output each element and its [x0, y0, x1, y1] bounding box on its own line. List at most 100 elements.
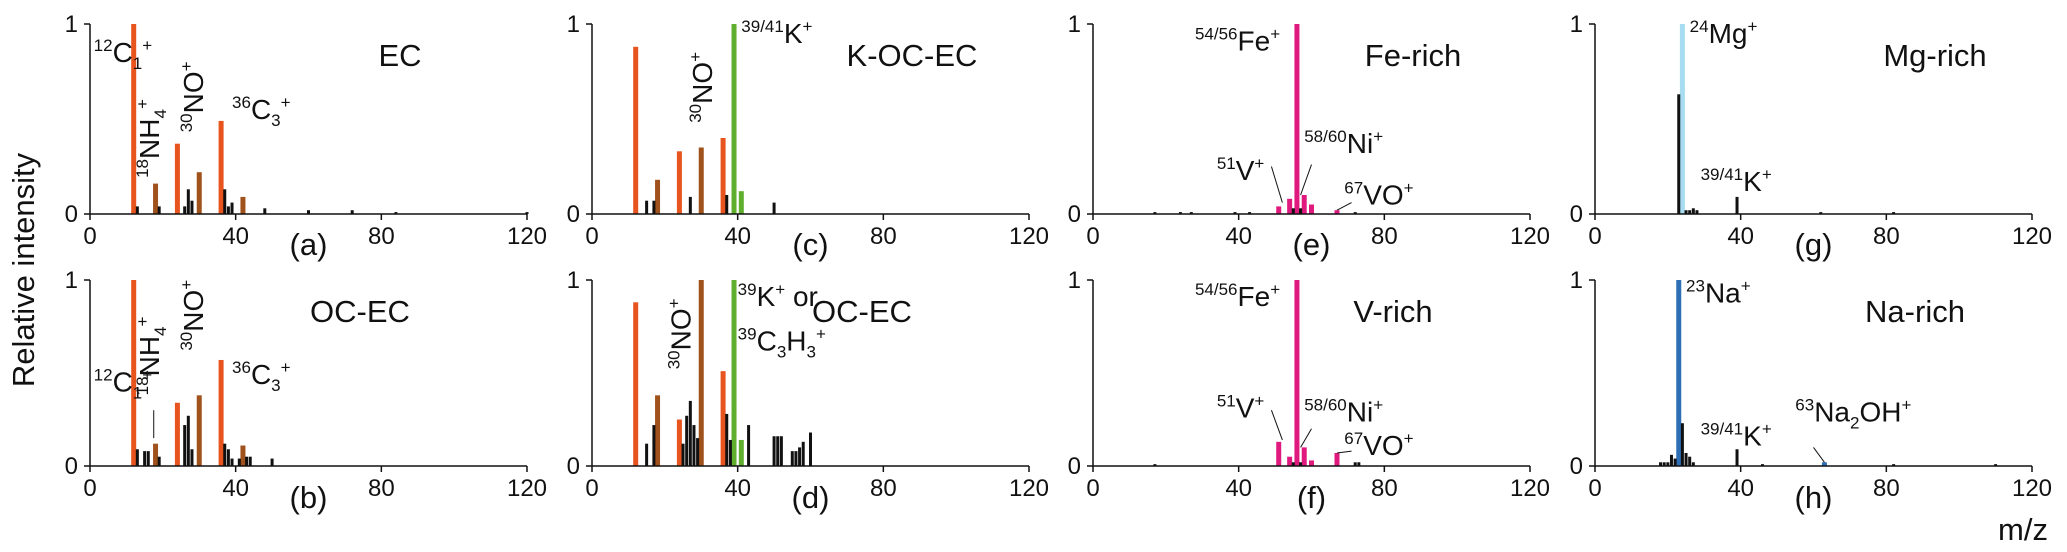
x-tick-label: 80: [368, 475, 395, 502]
bar: [190, 200, 194, 214]
bar: [798, 447, 802, 466]
bar: [1189, 212, 1193, 214]
ion-label: 39/41K+: [1701, 420, 1772, 452]
annotation-leader: [1270, 410, 1283, 441]
bar: [1178, 212, 1182, 214]
bar: [809, 432, 812, 466]
y-tick-label: 1: [65, 267, 78, 294]
bar: [685, 415, 689, 466]
bar: [270, 458, 274, 466]
bar: [676, 419, 682, 466]
bar: [135, 449, 139, 466]
panel-title: OC-EC: [310, 294, 410, 329]
x-tick-label: 120: [1510, 475, 1550, 502]
bar: [731, 280, 737, 466]
bar: [307, 210, 310, 214]
ion-label: 30NO+: [177, 280, 209, 351]
bar: [240, 196, 246, 214]
panel-caption: (b): [290, 480, 328, 515]
bar: [1691, 208, 1695, 214]
bar: [218, 120, 224, 214]
y-tick-label: 0: [1068, 201, 1081, 228]
bar: [230, 458, 234, 466]
bar: [245, 456, 249, 466]
x-tick-label: 80: [1873, 475, 1900, 502]
bar: [157, 206, 161, 214]
ion-label: 54/56Fe+: [1195, 25, 1280, 57]
x-tick-label: 120: [2012, 223, 2052, 250]
annotation-leader: [1336, 202, 1352, 211]
x-tick-label: 0: [83, 223, 96, 250]
x-tick-label: 80: [1873, 223, 1900, 250]
annotation-leader: [1300, 164, 1312, 196]
annotation-leader: [1336, 450, 1352, 454]
bar: [633, 46, 639, 214]
panel-g: 0 40 80 120 0 1 Mg-rich (g) 24Mg+ 39/41K+: [1570, 11, 2052, 262]
bar: [131, 24, 137, 214]
panel-title: Mg-rich: [1883, 38, 1986, 73]
x-tick-label: 0: [1086, 475, 1099, 502]
bar: [218, 359, 224, 466]
x-tick-label: 40: [1225, 475, 1252, 502]
bar: [688, 196, 692, 214]
bar: [790, 451, 794, 466]
bar: [645, 200, 649, 214]
bar: [772, 202, 776, 214]
bar: [223, 443, 227, 466]
bar: [731, 24, 737, 214]
ion-label: 54/56Fe+: [1195, 280, 1280, 312]
bar: [772, 436, 776, 466]
bar: [1287, 198, 1293, 214]
bar: [1153, 464, 1157, 466]
ion-label: 58/60Ni+: [1304, 395, 1383, 427]
x-tick-label: 120: [1009, 223, 1049, 250]
bar: [1334, 210, 1340, 214]
y-tick-label: 0: [65, 201, 78, 228]
ion-label: 67VO+: [1344, 429, 1413, 461]
x-tick-label: 80: [1371, 475, 1398, 502]
x-tick-label: 40: [724, 223, 751, 250]
x-tick-label: 120: [1009, 475, 1049, 502]
panel-f: 0 40 80 120 0 1 V-rich (f) 54/56Fe+ 51V+ 58/60Ni+6…: [1068, 267, 1550, 515]
panel-d: 0 40 80 120 0 1 OC-EC (d) 30NO+ 39K+ or 39C3H3+: [567, 267, 1049, 515]
bar: [394, 212, 398, 214]
bar: [174, 143, 180, 214]
panel-caption: (g): [1795, 227, 1833, 262]
bar: [1680, 423, 1684, 466]
ion-label: 30NO+: [177, 61, 209, 132]
ion-label: 12C1+: [94, 36, 153, 73]
bar: [652, 425, 656, 466]
bar: [652, 200, 656, 214]
panel-a: 0 40 80 120 0 1 EC (a) 12C1+ 18NH4+30NO+ 36C3+: [65, 11, 547, 262]
x-tick-label: 120: [507, 475, 547, 502]
ion-label: 51V+: [1217, 392, 1265, 424]
ion-label: 51V+: [1217, 154, 1265, 186]
ion-label: 30NO+: [686, 52, 718, 123]
x-tick-label: 0: [1086, 223, 1099, 250]
bar: [801, 441, 805, 466]
y-tick-label: 0: [1570, 453, 1583, 480]
bar: [248, 456, 252, 466]
bar: [1334, 452, 1340, 466]
bar: [1688, 210, 1692, 214]
x-tick-label: 0: [1588, 223, 1601, 250]
bar: [237, 458, 241, 466]
ion-label: 39C3H3+: [738, 325, 826, 362]
bar: [1294, 280, 1300, 466]
bar: [1294, 24, 1300, 214]
bar: [655, 395, 661, 466]
bar: [738, 191, 744, 214]
bar: [720, 138, 726, 214]
bar: [776, 436, 780, 466]
y-tick-label: 0: [567, 453, 580, 480]
y-tick-label: 0: [1068, 453, 1081, 480]
x-tick-label: 80: [1371, 223, 1398, 250]
bar: [226, 449, 230, 466]
x-tick-label: 0: [585, 223, 598, 250]
panel-h: 0 40 80 120 0 1 Na-rich (h) 23Na+ 39/41K+ 63Na2OH+: [1570, 267, 2052, 515]
bar: [1735, 449, 1739, 466]
panel-title: V-rich: [1353, 294, 1432, 329]
y-tick-label: 1: [1068, 11, 1081, 38]
bar: [688, 400, 692, 466]
